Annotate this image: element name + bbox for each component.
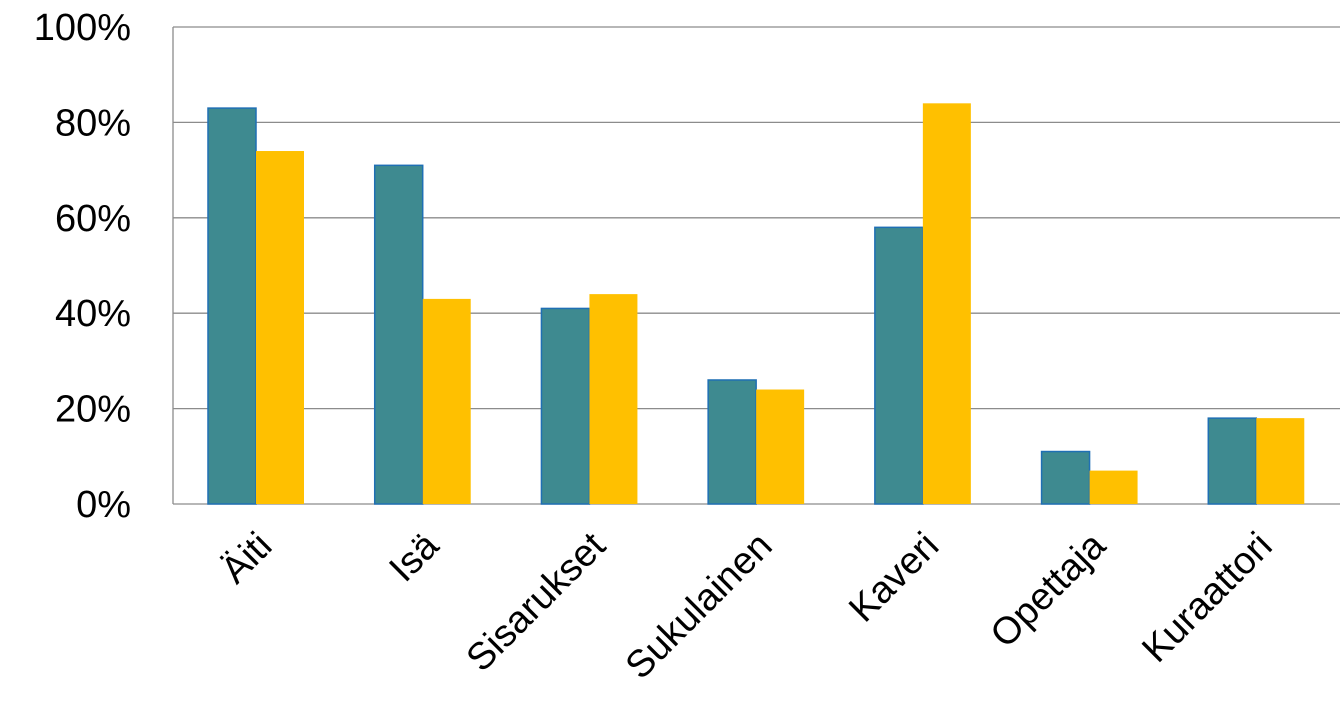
- bar-series-1-äiti: [207, 107, 257, 505]
- y-tick-label: 40%: [55, 293, 131, 335]
- bar-series-1-opettaja: [1040, 450, 1091, 505]
- y-tick-label: 60%: [55, 198, 131, 240]
- x-category-label: Sisarukset: [459, 524, 614, 679]
- bar-series-2-kuraattori: [1256, 418, 1305, 504]
- x-category-label: Opettaja: [983, 524, 1115, 656]
- bar-series-2-opettaja: [1089, 470, 1138, 504]
- bar-series-2-isä: [422, 298, 471, 504]
- bar-series-1-sukulainen: [707, 379, 757, 505]
- x-category-label: Kuraattori: [1134, 525, 1280, 671]
- x-category-label: Isä: [382, 524, 448, 590]
- bars: [207, 103, 1305, 505]
- x-category-label: Sukulainen: [618, 525, 781, 688]
- y-axis-ticks: 0% 20% 40% 60% 80% 100%: [34, 7, 131, 526]
- bar-series-1-kaveri: [874, 226, 924, 505]
- y-tick-label: 100%: [34, 7, 131, 49]
- bar-series-1-sisarukset: [540, 307, 591, 505]
- grid-lines: [172, 26, 1340, 505]
- bar-series-2-kaveri: [922, 103, 971, 504]
- x-category-label: Kaveri: [841, 525, 947, 631]
- bar-series-1-kuraattori: [1207, 417, 1258, 505]
- bar-series-2-äiti: [256, 151, 304, 504]
- x-category-label: Äiti: [213, 525, 280, 592]
- bar-series-2-sisarukset: [589, 294, 638, 504]
- x-axis-labels: Äiti Isä Sisarukset Sukulainen Kaveri Opettaj…: [213, 524, 1280, 687]
- y-tick-label: 0%: [76, 484, 131, 526]
- bar-series-1-isä: [373, 164, 424, 505]
- bar-series-2-sukulainen: [756, 389, 805, 504]
- y-tick-label: 80%: [55, 102, 131, 144]
- y-tick-label: 20%: [55, 389, 131, 431]
